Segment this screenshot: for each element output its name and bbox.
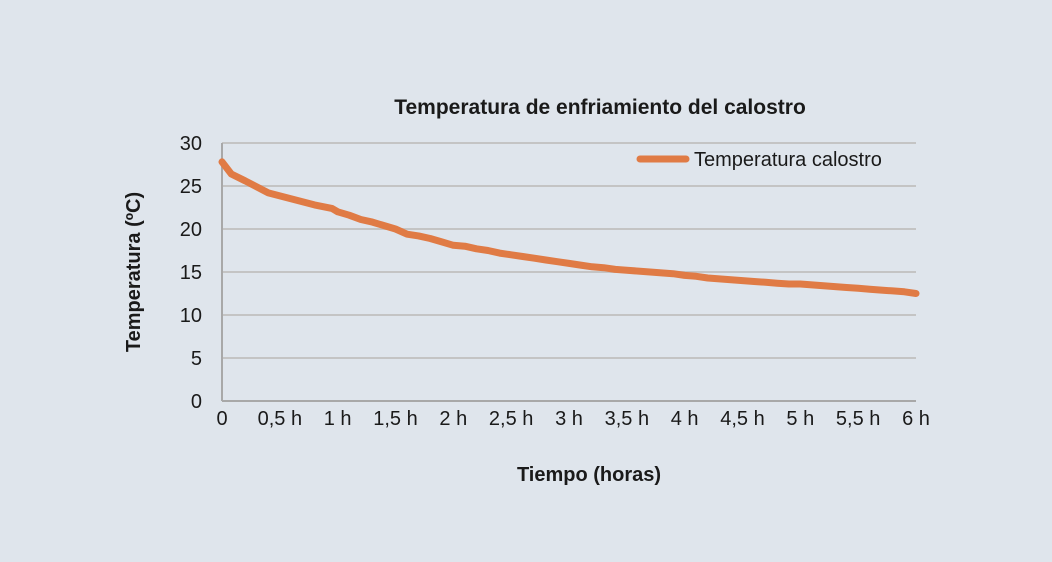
axes [221,143,916,402]
series-lines [218,158,920,297]
x-tick-label: 5 h [786,408,814,430]
x-tick-label: 1 h [324,408,352,430]
series-line-0 [218,158,920,297]
x-tick-label: 4 h [671,408,699,430]
x-tick-label: 4,5 h [720,408,764,430]
y-tick-label: 20 [180,219,202,241]
legend: Temperatura calostro [636,149,882,171]
tick-labels: 0 5 10 15 20 25 30 0 0,5 h 1 h 1,5 h 2 h 2,5 h 3 h 3,5… [180,133,930,430]
y-axis-title: Temperatura (ºC) [123,192,145,352]
y-tick-label: 10 [180,305,202,327]
x-tick-label: 0 [216,408,227,430]
y-tick-label: 15 [180,262,202,284]
x-tick-label: 5,5 h [836,408,880,430]
x-tick-label: 6 h [902,408,930,430]
x-tick-label: 0,5 h [258,408,302,430]
x-tick-label: 3,5 h [605,408,649,430]
y-tick-label: 30 [180,133,202,155]
x-tick-label: 2,5 h [489,408,533,430]
x-tick-label: 2 h [439,408,467,430]
chart-title: Temperatura de enfriamiento del calostro [394,96,806,119]
y-tick-label: 0 [191,391,202,413]
legend-label: Temperatura calostro [694,149,882,171]
x-tick-label: 1,5 h [373,408,417,430]
grid-lines [222,142,916,359]
x-axis-title: Tiempo (horas) [517,464,661,486]
y-tick-label: 25 [180,176,202,198]
y-tick-label: 5 [191,348,202,370]
x-tick-label: 3 h [555,408,583,430]
